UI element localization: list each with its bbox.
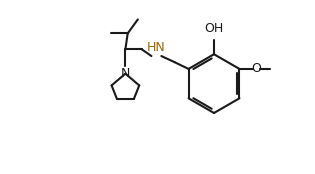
Text: O: O <box>251 62 261 75</box>
Text: OH: OH <box>204 22 224 35</box>
Text: N: N <box>121 67 130 80</box>
Text: HN: HN <box>147 41 166 54</box>
